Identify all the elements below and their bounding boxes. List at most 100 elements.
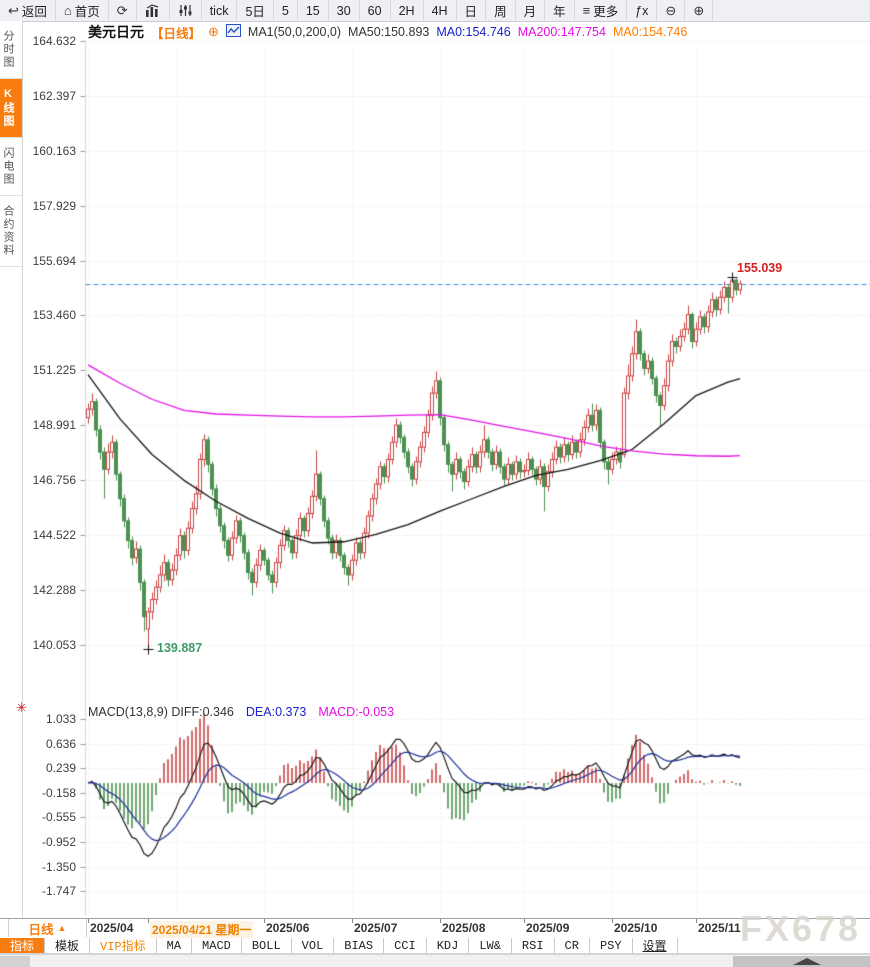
tab-boll[interactable]: BOLL	[242, 938, 292, 953]
home-button[interactable]: ⌂ 首页	[56, 0, 109, 21]
ma50-value: MA50:150.893	[348, 25, 430, 39]
chart-header: 美元日元 【日线】 ⊕ MA1(50,0,200,0) MA50:150.893 M…	[88, 23, 687, 41]
interval-4h[interactable]: 4H	[424, 0, 457, 21]
tab-vip-indicator[interactable]: VIP指标	[90, 938, 157, 954]
x-axis-month-label: 2025/04	[90, 921, 134, 935]
x-axis-month-label: 2025/09	[526, 921, 570, 935]
macd-formula-diff: MACD(13,8,9) DIFF:0.346	[88, 705, 234, 719]
indicator-settings-icon[interactable]: ✳	[16, 700, 27, 715]
tab-template[interactable]: 模板	[45, 938, 91, 954]
price-axis-label: 151.225	[32, 363, 76, 378]
refresh-button[interactable]: ⟳	[109, 0, 137, 21]
high-price-label: 155.039	[737, 261, 783, 275]
tab-indicator[interactable]: 指标	[0, 938, 46, 954]
zoom-out-button[interactable]: ⊖	[657, 0, 686, 21]
price-axis-label: 146.756	[32, 473, 76, 488]
price-axis-label: 142.288	[32, 582, 76, 597]
back-button[interactable]: ↩ 返回	[0, 0, 56, 21]
more-button[interactable]: ≡ 更多	[575, 0, 628, 21]
tab-kdj[interactable]: KDJ	[427, 938, 470, 953]
tab-rsi[interactable]: RSI	[512, 938, 555, 953]
interval-5min[interactable]: 5	[274, 0, 298, 21]
macd-axis-label: -0.952	[41, 834, 76, 849]
tab-ma[interactable]: MA	[157, 938, 193, 953]
price-axis-label: 148.991	[32, 418, 76, 433]
interval-day[interactable]: 日	[457, 0, 487, 21]
macd-axis-label: -1.747	[41, 884, 76, 899]
line-chart-icon	[225, 24, 241, 40]
ma0-blue-value: MA0:154.746	[436, 25, 511, 39]
home-button-icon: ⌂	[63, 3, 72, 18]
zoom-in-button-icon: ⊕	[693, 2, 705, 18]
period-selector[interactable]: 日线 ▲	[8, 919, 87, 937]
x-axis-month-label: 2025/08	[442, 921, 486, 935]
tab-vol[interactable]: VOL	[292, 938, 335, 953]
x-axis-row: 日线 ▲ 2025/04 2025/04/21 星期一 2025/06 2025/07…	[0, 918, 870, 939]
sidebar-item-contract-info[interactable]: 合约资料	[0, 196, 22, 267]
price-axis-label: 162.397	[32, 88, 76, 103]
x-axis-month-label: 2025/11	[698, 921, 741, 935]
low-price-label: 139.887	[157, 641, 203, 655]
tab-lw[interactable]: LW&	[469, 938, 512, 953]
interval-tick[interactable]: tick	[202, 0, 238, 21]
tab-cci[interactable]: CCI	[384, 938, 427, 953]
bottom-scrollbar	[0, 954, 870, 967]
ma-settings-text: MA1(50,0,200,0)	[247, 25, 342, 39]
x-axis-selected-date: 2025/04/21 星期一	[150, 921, 254, 938]
x-axis-tick	[264, 919, 265, 923]
interval-60min[interactable]: 60	[360, 0, 391, 21]
sidebar-item-time-chart[interactable]: 分时图	[0, 21, 22, 79]
indicator-tabs: 指标 模板 VIP指标 MA MACD BOLL VOL BIAS CCI KDJ LW& RSI CR…	[0, 938, 870, 954]
x-axis-tick	[148, 919, 149, 923]
price-axis-label: 160.163	[32, 143, 76, 158]
interval-month[interactable]: 月	[516, 0, 546, 21]
price-axis-label: 164.632	[32, 33, 76, 48]
tab-macd[interactable]: MACD	[192, 938, 242, 953]
x-axis-month-label: 2025/10	[614, 921, 658, 935]
period-selector-arrow-icon: ▲	[57, 923, 67, 933]
macd-axis-label: 1.033	[45, 712, 76, 727]
interval-week[interactable]: 周	[486, 0, 516, 21]
tab-psy[interactable]: PSY	[590, 938, 633, 953]
x-axis-month-label: 2025/06	[266, 921, 310, 935]
interval-5day[interactable]: 5日	[237, 0, 274, 21]
tab-cr[interactable]: CR	[555, 938, 590, 953]
price-axis-label: 140.053	[32, 637, 76, 652]
price-axis-label: 157.929	[32, 198, 76, 213]
interval-15min[interactable]: 15	[298, 0, 329, 21]
macd-axis-label: 0.239	[45, 761, 76, 776]
symbol-name: 美元日元	[88, 24, 144, 40]
formula-button[interactable]: ƒx	[627, 0, 658, 21]
zoom-in-button[interactable]: ⊕	[685, 0, 714, 21]
chart-type-sidebar: 分时图 K线图 闪电图 合约资料	[0, 21, 22, 267]
macd-bar-value: MACD:-0.053	[318, 705, 395, 719]
interval-year[interactable]: 年	[545, 0, 575, 21]
price-axis-label: 144.522	[32, 528, 76, 543]
tab-bias[interactable]: BIAS	[334, 938, 385, 953]
expand-up-arrow-icon[interactable]	[793, 958, 821, 965]
ma0-orange-value: MA0:154.746	[612, 25, 688, 39]
interval-30min[interactable]: 30	[329, 0, 360, 21]
sidebar-item-lightning-chart[interactable]: 闪电图	[0, 138, 22, 196]
period-selector-label: 日线	[28, 922, 54, 937]
watermark: FX678	[740, 908, 862, 949]
period-label: 【日线】	[151, 26, 202, 41]
x-axis-tick	[352, 919, 353, 923]
indicator-panel-button-icon	[178, 4, 193, 17]
interval-2h[interactable]: 2H	[391, 0, 424, 21]
zoom-out-button-icon: ⊖	[665, 2, 677, 18]
x-axis-tick	[440, 919, 441, 923]
add-favorite-icon[interactable]: ⊕	[208, 24, 219, 39]
chart-style-button[interactable]	[137, 0, 170, 21]
scrollbar-left-block[interactable]	[0, 956, 30, 967]
sidebar-item-kline-chart[interactable]: K线图	[0, 79, 22, 138]
macd-axis-label: -0.555	[41, 810, 76, 825]
x-axis-tick	[88, 919, 89, 923]
refresh-button-icon: ⟳	[116, 2, 128, 18]
more-button-icon: ≡	[582, 3, 591, 18]
indicator-panel-button[interactable]	[170, 0, 202, 21]
tab-settings[interactable]: 设置	[633, 938, 678, 954]
price-axis-label: 153.460	[32, 308, 76, 323]
